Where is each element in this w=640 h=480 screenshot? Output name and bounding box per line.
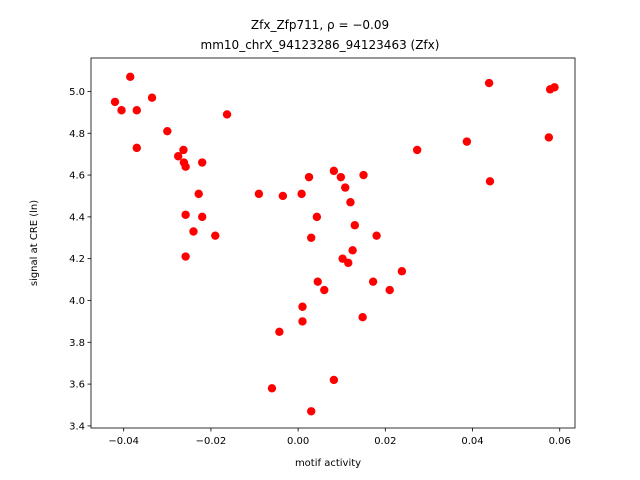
data-point (179, 145, 188, 155)
x-axis-label: motif activity (295, 458, 361, 469)
data-point (222, 110, 232, 119)
data-point (385, 285, 394, 295)
plot-frame (90, 57, 576, 429)
data-point (336, 172, 346, 182)
data-point (304, 172, 314, 182)
data-point (117, 106, 126, 115)
data-point (550, 83, 559, 92)
data-point (132, 143, 141, 153)
data-point (312, 212, 322, 222)
x-axis-ticks: −0.04 −0.02 0.00 0.02 0.04 0.06 (108, 428, 571, 447)
y-axis-ticks: 3.4 3.6 3.8 4.0 4.2 4.4 4.6 4.8 5.0 (69, 87, 91, 432)
data-point (278, 191, 288, 201)
data-point (211, 231, 220, 240)
data-point (194, 189, 203, 199)
data-point (181, 210, 190, 219)
x-tick-label: 0.04 (461, 436, 483, 447)
data-point (544, 133, 554, 142)
data-point (306, 233, 316, 242)
x-tick-label: 0.02 (374, 436, 396, 447)
y-tick-label: 4.8 (69, 129, 85, 140)
data-point (320, 285, 329, 295)
y-tick-label: 4.2 (69, 254, 85, 265)
data-point (189, 227, 198, 236)
x-tick-label: 0.00 (287, 436, 309, 447)
y-tick-label: 3.6 (69, 380, 85, 391)
data-point (359, 170, 368, 180)
y-tick-label: 4.4 (69, 212, 85, 223)
data-points (110, 72, 559, 416)
data-point (372, 231, 381, 240)
data-point (110, 97, 120, 107)
data-point (267, 384, 277, 393)
chart-title-line2: mm10_chrX_94123286_94123463 (Zfx) (201, 38, 440, 52)
data-point (348, 246, 357, 255)
y-tick-label: 4.6 (69, 171, 85, 182)
data-point (484, 78, 494, 88)
data-point (341, 183, 350, 192)
x-tick-label: −0.04 (108, 436, 139, 447)
data-point (197, 158, 207, 167)
data-point (181, 252, 190, 261)
data-point (147, 93, 157, 102)
data-point (397, 267, 407, 276)
x-tick-label: −0.02 (196, 436, 227, 447)
y-tick-label: 5.0 (69, 87, 85, 98)
data-point (368, 277, 378, 286)
data-point (313, 277, 322, 286)
data-point (298, 317, 307, 326)
data-point (462, 137, 472, 146)
y-axis-label: signal at CRE (ln) (29, 200, 40, 286)
data-point (329, 375, 339, 385)
data-point (350, 221, 360, 230)
data-point (254, 189, 264, 199)
chart-title-line1: Zfx_Zfp711, ρ = −0.09 (251, 18, 389, 32)
data-point (358, 313, 367, 322)
y-tick-label: 3.4 (69, 421, 85, 432)
data-point (174, 152, 183, 161)
x-tick-label: 0.06 (549, 436, 571, 447)
y-tick-label: 3.8 (69, 338, 85, 349)
data-point (132, 106, 141, 115)
data-point (329, 166, 339, 176)
data-point (412, 145, 422, 155)
data-point (181, 162, 190, 171)
data-point (344, 258, 353, 268)
data-point (297, 189, 306, 199)
data-point (298, 302, 307, 311)
data-point (306, 407, 316, 416)
data-point (485, 177, 495, 186)
data-point (163, 126, 172, 136)
data-point (346, 198, 355, 207)
data-point (275, 327, 284, 337)
data-point (126, 72, 135, 82)
y-tick-label: 4.0 (69, 296, 85, 307)
data-point (197, 212, 207, 222)
